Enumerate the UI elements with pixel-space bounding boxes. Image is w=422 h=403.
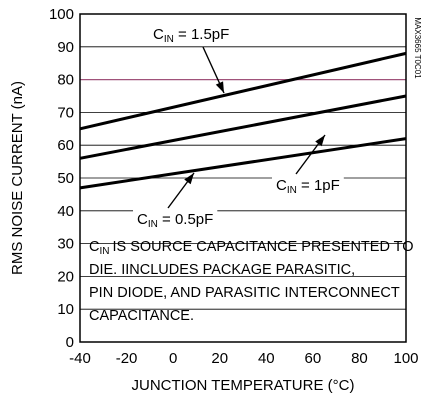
y-tick-label: 70	[57, 104, 74, 121]
annotation-0p5pf: CIN = 0.5pF	[133, 210, 218, 231]
y-tick-label: 50	[57, 170, 74, 187]
annotation-rest: = 1.5pF	[174, 26, 229, 43]
note-main: C	[89, 239, 99, 255]
y-tick-label: 30	[57, 236, 74, 253]
x-tick-label: 100	[393, 350, 418, 367]
note-line-3: CAPACITANCE.	[89, 308, 194, 324]
x-tick-label: 0	[169, 350, 177, 367]
arrow-1pf	[295, 134, 326, 175]
series-line-1	[79, 94, 407, 160]
svg-text:CIN = 1.5pF: CIN = 1.5pF	[153, 26, 229, 45]
note-line-0: IS SOURCE CAPACITANCE PRESENTED TO	[112, 239, 413, 255]
y-tick-label: 80	[57, 72, 74, 89]
annotation-sub: IN	[287, 185, 297, 196]
y-tick-label: 60	[57, 137, 74, 154]
annotation-main: C	[276, 177, 287, 194]
plot-frame	[79, 13, 407, 343]
annotation-1p5pf: CIN = 1.5pF	[149, 25, 234, 46]
note-line-1: DIE. IINCLUDES PACKAGE PARASITIC,	[89, 262, 355, 278]
x-tick-label: 20	[211, 350, 228, 367]
note-sub: IN	[99, 246, 109, 257]
y-tick-label: 90	[57, 39, 74, 56]
svg-text:CIN = 1pF: CIN = 1pF	[276, 177, 340, 196]
x-axis-label: JUNCTION TEMPERATURE (°C)	[132, 377, 355, 394]
annotation-rest: = 0.5pF	[158, 211, 213, 228]
annotation-main: C	[153, 26, 164, 43]
series-lines	[79, 51, 407, 190]
arrow-1p5pf	[202, 46, 225, 94]
y-tick-label: 10	[57, 301, 74, 318]
annotation-rest: = 1pF	[297, 177, 340, 194]
y-tick-label: 40	[57, 203, 74, 220]
x-tick-label: 40	[258, 350, 275, 367]
svg-text:CIN = 0.5pF: CIN = 0.5pF	[137, 211, 213, 230]
note-text: CIN IS SOURCE CAPACITANCE PRESENTED TO DI…	[89, 239, 414, 324]
y-tick-label: 100	[49, 6, 74, 23]
x-tick-label: -40	[69, 350, 91, 367]
x-tick-label: 60	[305, 350, 322, 367]
tick-labels: 0 10 20 30 40 50 60 70 80 90 100 -40 -20 0 20 40 60 80 100	[49, 6, 419, 367]
y-tick-label: 0	[66, 334, 74, 351]
x-tick-label: 80	[351, 350, 368, 367]
annotation-sub: IN	[148, 219, 158, 230]
x-tick-label: -20	[116, 350, 138, 367]
annotation-arrows	[167, 46, 326, 209]
y-axis-label: RMS NOISE CURRENT (nA)	[9, 81, 26, 275]
figure-code: MAX3665 T0C01	[413, 17, 422, 79]
annotation-main: C	[137, 211, 148, 228]
annotation-sub: IN	[164, 34, 174, 45]
series-line-0	[79, 51, 407, 131]
annotation-1pf: CIN = 1pF	[272, 176, 344, 197]
series-line-2	[79, 137, 407, 190]
note-line-2: PIN DIODE, AND PARASITIC INTERCONNECT	[89, 285, 400, 301]
y-tick-label: 20	[57, 268, 74, 285]
arrow-0p5pf	[167, 172, 195, 209]
